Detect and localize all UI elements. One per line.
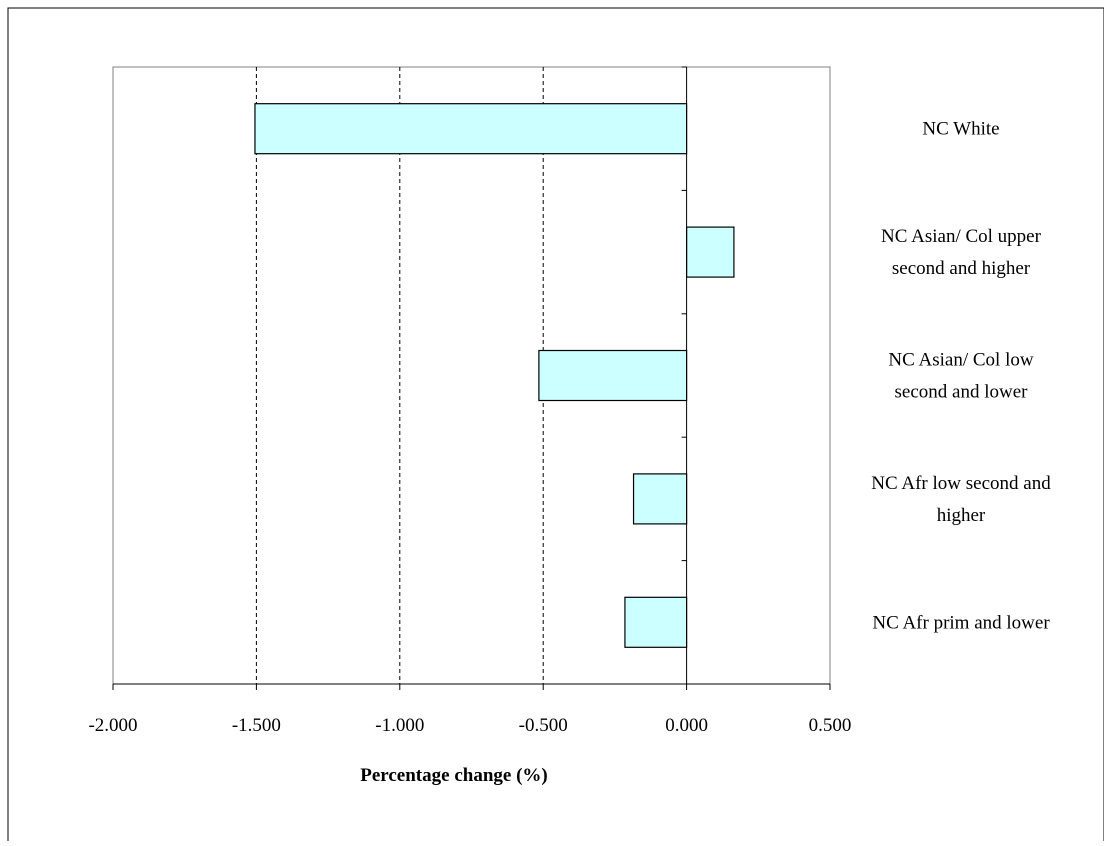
tick-label: -1.500: [232, 715, 281, 736]
tick-label: -1.000: [375, 715, 424, 736]
category-label: NC White: [922, 119, 999, 140]
labels: -2.000 -1.500 -1.000 -0.500 0.000 0.500 NC Whi…: [88, 119, 1051, 736]
category-label: NC Asian/ Col low second and lower: [888, 350, 1033, 403]
bar: [624, 596, 688, 648]
tick-label: -2.000: [88, 715, 137, 736]
bar: [254, 103, 688, 155]
axes: [112, 66, 831, 690]
category-label: NC Afr prim and lower: [872, 612, 1050, 633]
tick-label: 0.500: [809, 715, 852, 736]
bar: [538, 349, 688, 402]
tick-label: 0.000: [665, 715, 708, 736]
bar: [685, 226, 735, 278]
tick-label: -0.500: [519, 715, 568, 736]
x-axis-title: Percentage change (%): [360, 765, 547, 786]
bars: [254, 103, 735, 648]
category-label: NC Asian/ Col upper second and higher: [881, 226, 1042, 279]
bar: [632, 473, 688, 525]
category-label: NC Afr low second and higher: [871, 473, 1051, 526]
